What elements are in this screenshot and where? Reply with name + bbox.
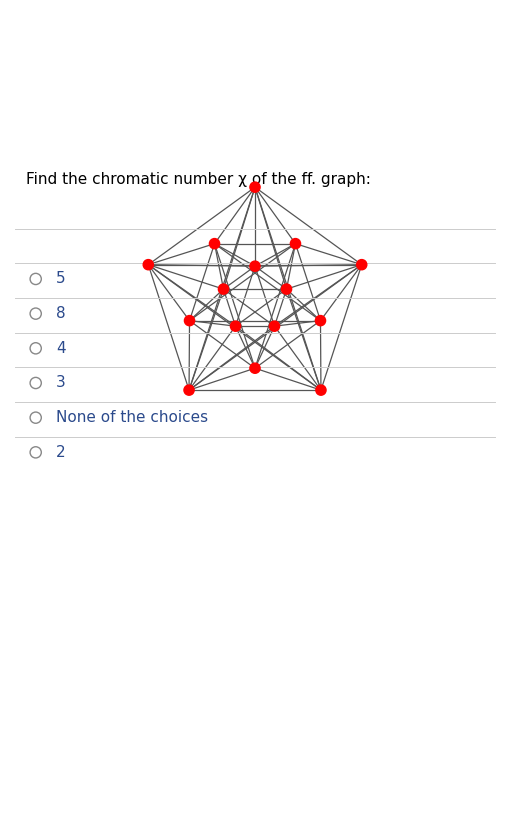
Circle shape bbox=[290, 239, 300, 249]
Circle shape bbox=[143, 259, 153, 270]
Text: 2: 2 bbox=[56, 445, 66, 460]
Text: 4: 4 bbox=[56, 341, 66, 356]
Circle shape bbox=[184, 385, 194, 395]
Text: 5: 5 bbox=[56, 272, 66, 286]
Text: None of the choices: None of the choices bbox=[56, 410, 208, 425]
Circle shape bbox=[184, 316, 194, 326]
Circle shape bbox=[281, 284, 291, 294]
Circle shape bbox=[269, 321, 279, 331]
Circle shape bbox=[230, 321, 240, 331]
Text: Find the chromatic number χ of the ff. graph:: Find the chromatic number χ of the ff. g… bbox=[25, 172, 370, 187]
Circle shape bbox=[315, 385, 325, 395]
Circle shape bbox=[249, 363, 260, 373]
Circle shape bbox=[356, 259, 366, 270]
Circle shape bbox=[209, 239, 219, 249]
Circle shape bbox=[249, 261, 260, 272]
Circle shape bbox=[249, 182, 260, 192]
Circle shape bbox=[315, 316, 325, 326]
Circle shape bbox=[218, 284, 228, 294]
Text: 8: 8 bbox=[56, 306, 66, 321]
Text: 3: 3 bbox=[56, 375, 66, 390]
